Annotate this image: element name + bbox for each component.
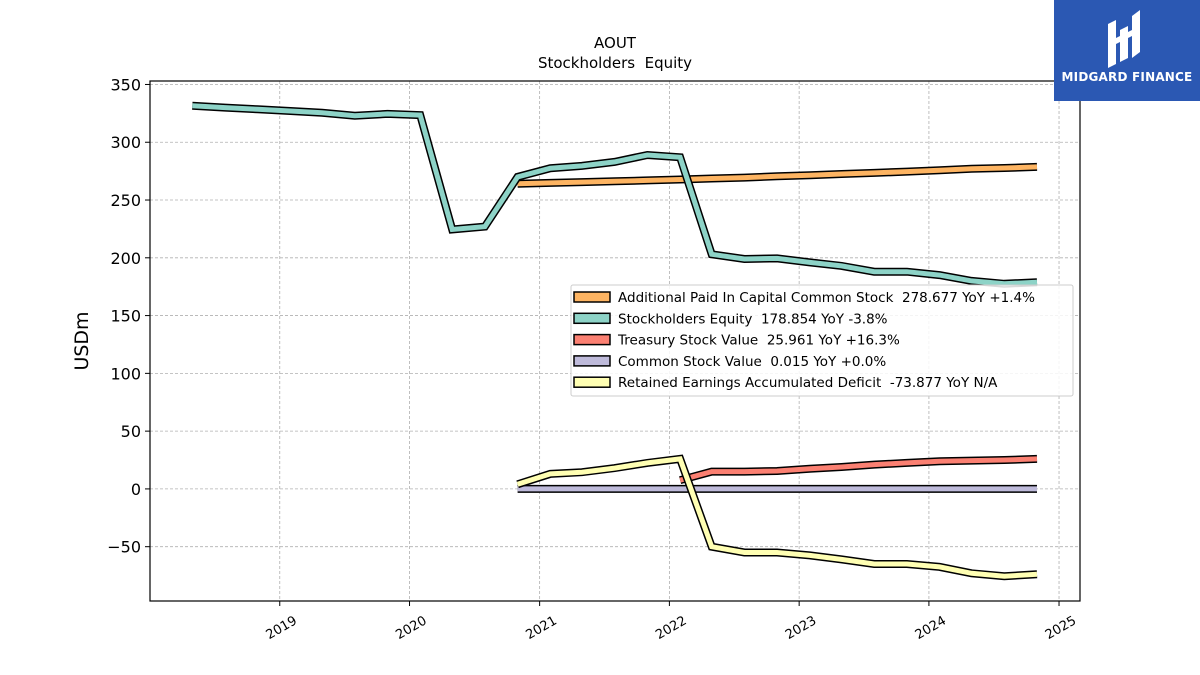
legend-label: Additional Paid In Capital Common Stock … (618, 290, 1035, 306)
x-tick-label: 2023 (783, 613, 819, 643)
legend-label: Common Stock Value 0.015 YoY +0.0% (618, 354, 886, 370)
series-1 (192, 101, 1038, 288)
series-line (679, 456, 1038, 483)
series-line (517, 164, 1038, 187)
x-tick-label: 2021 (523, 613, 559, 643)
midgard-logo-icon (1108, 10, 1140, 68)
legend-swatch (573, 291, 611, 303)
series-line-outline (516, 454, 1038, 581)
y-tick-label: 100 (110, 364, 141, 383)
plot-frame (149, 80, 1081, 602)
series-0 (517, 162, 1038, 188)
series-line-outline (192, 101, 1038, 288)
logo-text: MIDGARD FINANCE (1061, 70, 1193, 84)
legend-box (570, 284, 1074, 397)
legend-swatch (573, 312, 611, 325)
chart-subtitle: Stockholders Equity (538, 54, 692, 72)
y-tick-label: 250 (110, 191, 141, 210)
series-line (192, 103, 1038, 287)
x-tick-label: 2024 (913, 613, 949, 643)
x-tick-label: 2025 (1043, 613, 1079, 643)
y-tick-label: −50 (107, 538, 141, 557)
y-tick-label: 300 (110, 133, 141, 152)
y-tick-label: 350 (110, 75, 141, 94)
series-2 (679, 454, 1038, 485)
chart-title: AOUT (594, 34, 637, 52)
legend-swatch (573, 376, 611, 388)
x-tick-label: 2019 (264, 613, 300, 643)
brand-logo: MIDGARD FINANCE (1054, 0, 1200, 101)
series-4 (516, 454, 1038, 581)
y-tick-label: 150 (110, 307, 141, 326)
y-tick-label: 200 (110, 249, 141, 268)
series-line (516, 456, 1038, 579)
x-tick-label: 2022 (653, 613, 689, 643)
y-tick-label: 0 (131, 480, 141, 499)
legend-label: Retained Earnings Accumulated Deficit -7… (618, 375, 998, 391)
legend-swatch (573, 355, 611, 367)
legend-label: Treasury Stock Value 25.961 YoY +16.3% (617, 333, 900, 349)
x-tick-label: 2020 (393, 613, 429, 643)
y-axis-label: USDm (71, 311, 93, 370)
legend-swatch (573, 333, 611, 346)
legend-label: Stockholders Equity 178.854 YoY -3.8% (618, 311, 888, 327)
y-tick-label: 50 (121, 422, 141, 441)
